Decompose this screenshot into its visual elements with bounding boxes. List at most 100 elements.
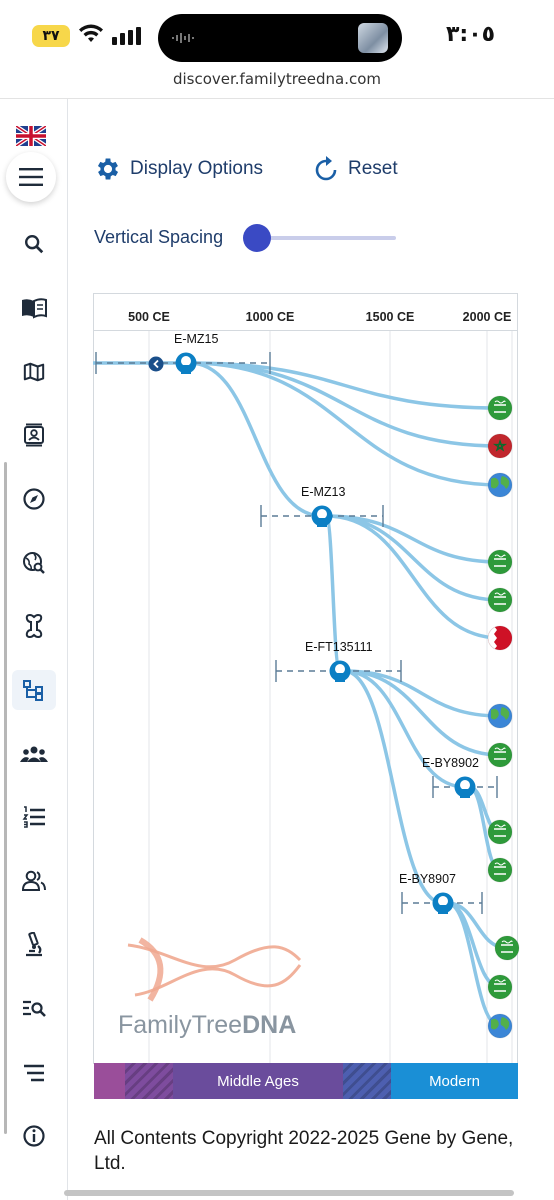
gridlines (148, 331, 513, 1063)
reset-button[interactable]: Reset (314, 154, 398, 184)
sidebar-item-bone[interactable] (12, 606, 56, 646)
helix-strand (138, 937, 164, 1002)
sidebar-item-tree[interactable] (12, 670, 56, 710)
bone-icon (25, 613, 43, 639)
sidebar-item-book[interactable] (12, 288, 56, 328)
sidebar-item-globe-search[interactable] (12, 543, 56, 583)
uk-flag-icon[interactable] (16, 126, 46, 146)
timeline-tick-label: 1000 CE (246, 310, 295, 324)
bahrain-flag-icon[interactable] (487, 625, 513, 651)
sidebar-item-sort[interactable] (12, 1053, 56, 1093)
haplogroup-label[interactable]: E-MZ15 (174, 332, 219, 346)
country-flags[interactable] (487, 395, 520, 1039)
map-icon (23, 362, 45, 382)
info-icon (23, 1125, 45, 1147)
now-playing-thumbnail[interactable] (358, 23, 388, 53)
branch (342, 669, 502, 757)
status-time: ٣:٠٥ (446, 22, 496, 47)
saudi-arabia-flag-icon[interactable] (487, 549, 513, 575)
saudi-arabia-flag-icon[interactable] (487, 395, 513, 421)
book-icon (22, 298, 47, 319)
globe-flag-icon[interactable] (487, 703, 513, 729)
era-segment: Modern (391, 1063, 518, 1099)
node-marker-inner (181, 356, 191, 366)
node-marker-inner (335, 664, 345, 674)
saudi-arabia-flag-icon[interactable] (487, 587, 513, 613)
menu-button[interactable] (6, 152, 56, 202)
haplogroup-nodes[interactable]: E-MZ15 E-MZ13 E-FT135111 E-BY8902 E-BY8907 (174, 332, 479, 914)
helix-strand (134, 964, 302, 997)
haplogroup-node[interactable]: E-BY8902 (422, 756, 479, 798)
vertical-spacing-slider-thumb[interactable] (243, 224, 271, 252)
sidebar-item-people[interactable] (12, 861, 56, 901)
dynamic-island[interactable] (158, 14, 402, 62)
home-indicator[interactable] (64, 1190, 514, 1196)
node-marker-notch (317, 518, 327, 527)
groups-icon (20, 746, 48, 762)
globe-search-icon (23, 552, 45, 574)
ftdna-logo-text: FamilyTreeDNA (118, 1011, 296, 1039)
compass-icon (23, 488, 45, 510)
people-icon (21, 870, 46, 891)
search-icon (25, 235, 44, 254)
timeline-tick-label: 2000 CE (463, 310, 512, 324)
address-bar[interactable]: discover.familytreedna.com (172, 70, 382, 88)
era-bar: Middle Ages Modern (94, 1063, 518, 1099)
saudi-arabia-flag-icon[interactable] (487, 857, 513, 883)
node-marker-inner (438, 896, 448, 906)
branch (342, 669, 445, 905)
sidebar-item-microscope[interactable] (12, 925, 56, 965)
divider (0, 98, 554, 99)
sidebar-item-explore[interactable] (12, 479, 56, 519)
collapse-button[interactable] (148, 356, 164, 372)
globe-flag-icon[interactable] (487, 472, 513, 498)
brand-regular: FamilyTree (118, 1011, 242, 1039)
saudi-arabia-flag-icon[interactable] (487, 742, 513, 768)
node-marker-notch (438, 905, 448, 914)
age-ranges (95, 352, 498, 914)
sidebar-item-search[interactable] (12, 224, 56, 264)
branch (188, 361, 502, 448)
contact-card-icon (24, 423, 44, 447)
sidebar-item-info[interactable] (12, 1116, 56, 1156)
sidebar-item-map[interactable] (12, 352, 56, 392)
audio-wave-icon (172, 33, 194, 43)
sort-lines-icon (24, 1064, 44, 1082)
display-options-button[interactable]: Display Options (94, 154, 263, 184)
sidebar-item-numbered-list[interactable] (12, 797, 56, 837)
vertical-spacing-slider[interactable] (258, 236, 396, 240)
haplogroup-label[interactable]: E-BY8902 (422, 756, 479, 770)
haplogroup-label[interactable]: E-FT135111 (305, 640, 373, 654)
node-marker-inner (317, 509, 327, 519)
era-segment: Middle Ages (173, 1063, 343, 1099)
haplogroup-node[interactable]: E-BY8907 (399, 872, 456, 914)
haplogroup-label[interactable]: E-BY8907 (399, 872, 456, 886)
sidebar-item-list-search[interactable] (12, 989, 56, 1029)
sidebar-scrollbar[interactable] (4, 462, 7, 1134)
node-marker-notch (335, 673, 345, 682)
list-search-icon (23, 1000, 46, 1017)
saudi-arabia-flag-icon[interactable] (487, 819, 513, 845)
sidebar-item-groups[interactable] (12, 734, 56, 774)
saudi-arabia-flag-icon[interactable] (487, 974, 513, 1000)
branch (188, 361, 502, 487)
reset-label: Reset (348, 158, 398, 179)
haplogroup-label[interactable]: E-MZ13 (301, 485, 346, 499)
signal-icon (112, 27, 141, 45)
haplogroup-node[interactable]: E-MZ15 (174, 332, 219, 374)
morocco-flag-icon[interactable] (487, 433, 513, 459)
globe-flag-icon[interactable] (487, 1013, 513, 1039)
haplogroup-node[interactable]: E-MZ13 (301, 485, 346, 527)
saudi-arabia-flag-icon[interactable] (494, 935, 520, 961)
status-bar: ٣٧ ٣:٠٥ (0, 0, 554, 62)
battery-indicator: ٣٧ (32, 25, 70, 47)
tree-frame (93, 293, 518, 1064)
sidebar-item-contacts[interactable] (12, 415, 56, 455)
node-marker-inner (460, 780, 470, 790)
era-segment (94, 1063, 125, 1099)
era-segment (343, 1063, 391, 1099)
reset-icon (315, 156, 337, 181)
haplogroup-node[interactable]: E-FT135111 (305, 640, 373, 682)
collapse-button-circle[interactable] (148, 356, 164, 372)
